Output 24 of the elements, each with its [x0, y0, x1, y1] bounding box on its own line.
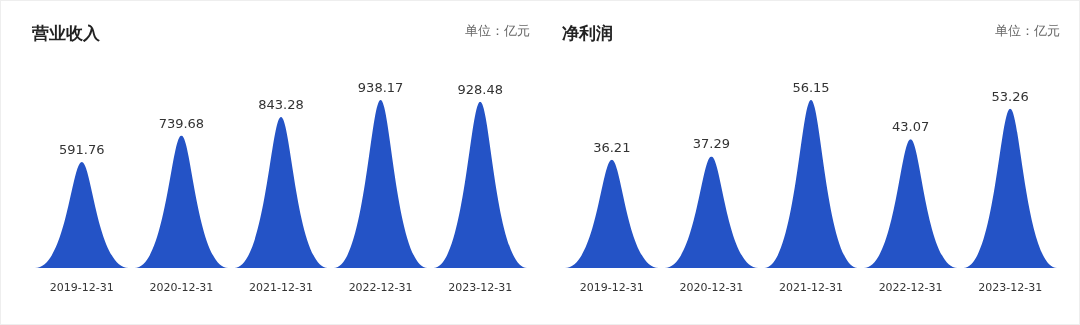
- data-label: 843.28: [258, 96, 304, 112]
- text: 单位：亿元: [465, 23, 530, 38]
- chart-title: 净利润: [562, 23, 613, 43]
- x-tick-label: 2020-12-31: [679, 281, 744, 294]
- x-tick-label: 2019-12-31: [49, 281, 114, 294]
- x-tick-label: 2021-12-31: [779, 281, 843, 294]
- x-tick-label: 2023-12-31: [448, 281, 513, 294]
- data-label: 37.29: [692, 136, 731, 152]
- data-label: 591.76: [59, 142, 105, 158]
- text: 单位：亿元: [995, 23, 1060, 38]
- data-label: 739.68: [158, 115, 205, 131]
- data-label: 938.17: [357, 80, 404, 95]
- x-tick-label: 2022-12-31: [878, 281, 943, 294]
- x-tick-label: 2019-12-31: [579, 281, 644, 294]
- data-label: 36.21: [593, 139, 631, 155]
- x-tick-label: 2021-12-31: [249, 281, 313, 294]
- data-label: 56.15: [792, 80, 830, 95]
- x-tick-label: 2022-12-31: [348, 281, 413, 294]
- data-label: 928.48: [457, 81, 503, 97]
- x-tick-label: 2023-12-31: [978, 281, 1043, 294]
- x-tick-label: 2020-12-31: [149, 281, 214, 294]
- data-label: 53.26: [991, 88, 1029, 104]
- chart-title: 营业收入: [31, 23, 101, 43]
- data-label: 43.07: [891, 119, 930, 135]
